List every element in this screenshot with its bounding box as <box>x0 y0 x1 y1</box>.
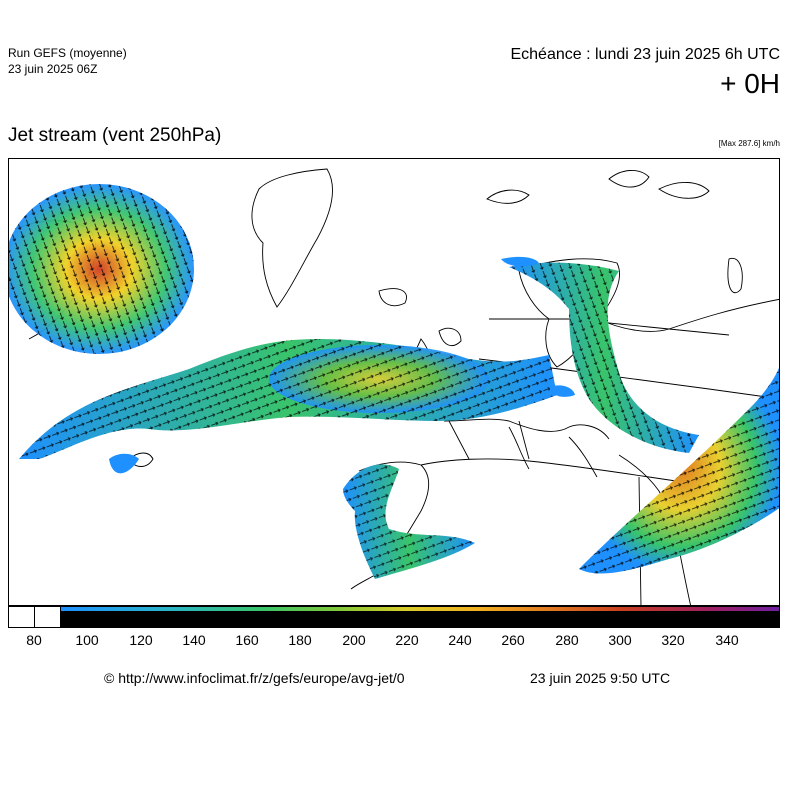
jet-small-patches <box>109 256 575 474</box>
jet-core-west <box>9 184 194 354</box>
max-wind-label: [Max 287.6] km/h <box>718 139 780 148</box>
colorbar-tick-label: 260 <box>501 632 525 648</box>
forecast-offset: + 0H <box>720 68 780 99</box>
jet-stream-map <box>8 158 780 606</box>
forecast-time: Echéance : lundi 23 juin 2025 6h UTC <box>510 46 780 63</box>
colorbar-tick-label: 240 <box>448 632 472 648</box>
jet-band-atlantic <box>19 339 557 459</box>
colorbar-tick-label: 320 <box>661 632 685 648</box>
jet-band-subtropical <box>343 464 475 579</box>
colorbar-tick-label: 220 <box>395 632 419 648</box>
colorbar-tick-label: 120 <box>129 632 153 648</box>
colorbar-tick-label: 200 <box>342 632 366 648</box>
colorbar-tick-label: 80 <box>26 632 42 648</box>
colorbar-tick-label: 280 <box>555 632 579 648</box>
run-title: Run GEFS (moyenne) <box>8 46 127 60</box>
colorbar-tick-label: 340 <box>715 632 739 648</box>
colorbar-blank-1 <box>9 607 35 627</box>
colorbar-tick-label: 180 <box>288 632 312 648</box>
map-title: Jet stream (vent 250hPa) <box>8 125 222 146</box>
run-date: 23 juin 2025 06Z <box>8 62 98 76</box>
generated-timestamp: 23 juin 2025 9:50 UTC <box>530 670 671 686</box>
jet-band-scandinavia <box>509 262 699 453</box>
wind-speed-colorbar <box>8 606 780 628</box>
colorbar-gradient <box>61 607 779 627</box>
colorbar-tick-label: 300 <box>608 632 632 648</box>
jet-core-east <box>579 367 779 574</box>
map-canvas <box>9 168 779 605</box>
colorbar-tick-label: 140 <box>182 632 206 648</box>
colorbar-blank-2 <box>35 607 61 627</box>
source-url: © http://www.infoclimat.fr/z/gefs/europe… <box>104 670 405 686</box>
colorbar-tick-label: 100 <box>75 632 99 648</box>
colorbar-tick-label: 160 <box>235 632 259 648</box>
